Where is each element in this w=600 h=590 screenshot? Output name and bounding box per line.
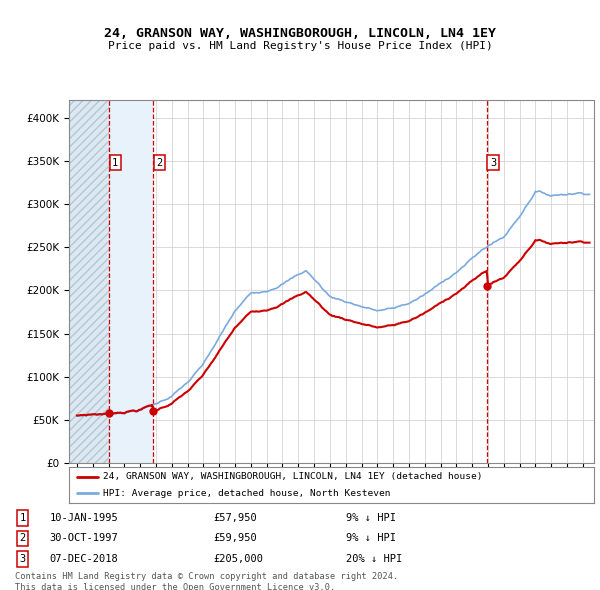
Text: 07-DEC-2018: 07-DEC-2018	[49, 554, 118, 564]
Text: Price paid vs. HM Land Registry's House Price Index (HPI): Price paid vs. HM Land Registry's House …	[107, 41, 493, 51]
Text: 24, GRANSON WAY, WASHINGBOROUGH, LINCOLN, LN4 1EY: 24, GRANSON WAY, WASHINGBOROUGH, LINCOLN…	[104, 27, 496, 40]
Text: 9% ↓ HPI: 9% ↓ HPI	[346, 533, 396, 543]
Text: 10-JAN-1995: 10-JAN-1995	[49, 513, 118, 523]
Text: 9% ↓ HPI: 9% ↓ HPI	[346, 513, 396, 523]
Text: 20% ↓ HPI: 20% ↓ HPI	[346, 554, 403, 564]
Bar	[69, 100, 109, 463]
Text: £57,950: £57,950	[214, 513, 257, 523]
Text: 2: 2	[157, 158, 163, 168]
Text: 1: 1	[19, 513, 25, 523]
Text: 24, GRANSON WAY, WASHINGBOROUGH, LINCOLN, LN4 1EY (detached house): 24, GRANSON WAY, WASHINGBOROUGH, LINCOLN…	[103, 473, 482, 481]
Text: HPI: Average price, detached house, North Kesteven: HPI: Average price, detached house, Nort…	[103, 489, 391, 497]
Text: 2: 2	[19, 533, 25, 543]
Text: £205,000: £205,000	[214, 554, 263, 564]
Text: 1: 1	[112, 158, 118, 168]
Bar	[109, 100, 153, 463]
Text: 3: 3	[490, 158, 496, 168]
Text: Contains HM Land Registry data © Crown copyright and database right 2024.
This d: Contains HM Land Registry data © Crown c…	[15, 572, 398, 590]
Text: 3: 3	[19, 554, 25, 564]
Text: £59,950: £59,950	[214, 533, 257, 543]
Text: 30-OCT-1997: 30-OCT-1997	[49, 533, 118, 543]
